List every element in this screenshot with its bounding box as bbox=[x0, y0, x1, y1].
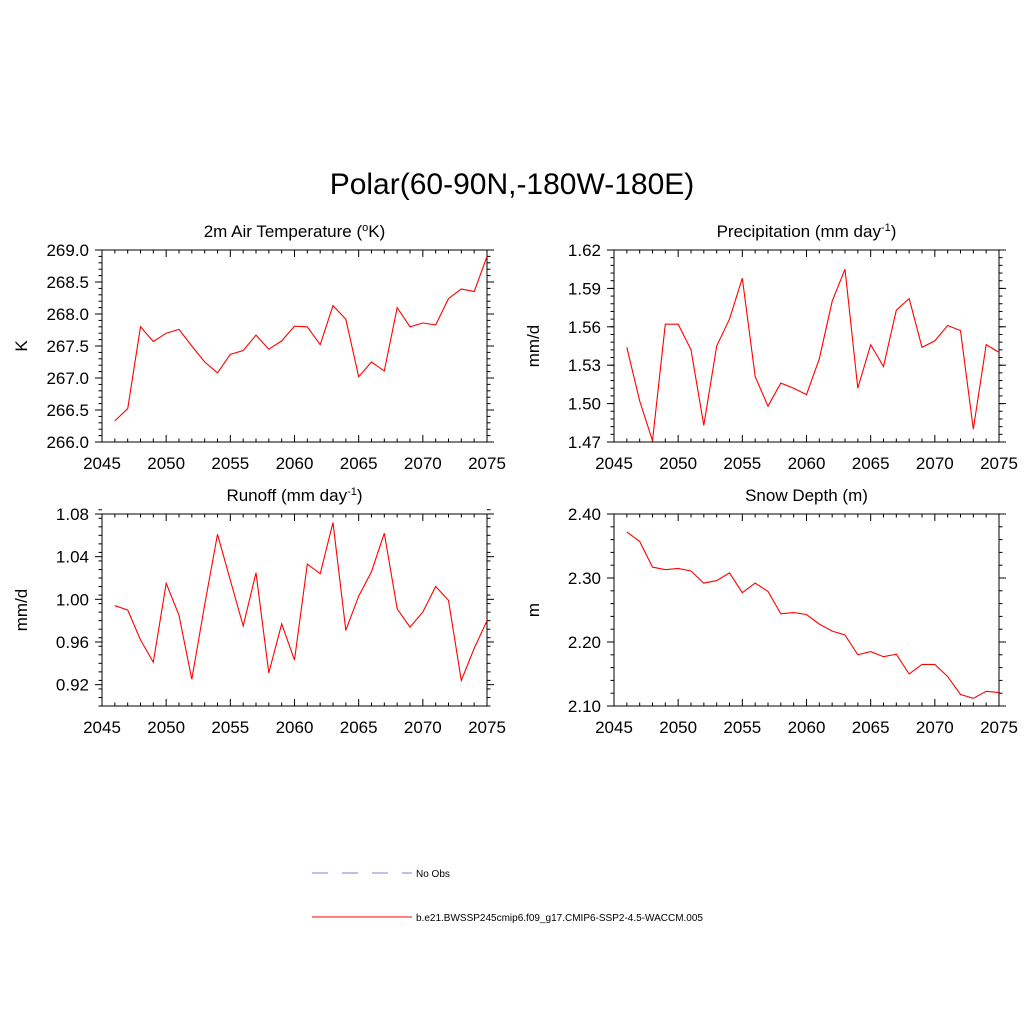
y-tick-label: 1.59 bbox=[568, 279, 601, 298]
y-tick-label: 269.0 bbox=[46, 241, 89, 260]
subplot-title-superscript: -1 bbox=[347, 486, 357, 498]
x-tick-label: 2065 bbox=[340, 454, 378, 473]
x-tick-label: 2065 bbox=[852, 718, 890, 737]
x-tick-label: 2065 bbox=[340, 718, 378, 737]
x-tick-label: 2070 bbox=[404, 454, 442, 473]
legend-label-model: b.e21.BWSSP245cmip6.f09_g17.CMIP6-SSP2-4… bbox=[416, 913, 703, 924]
chart-snow-depth: 2045 2050 2055 2060 2065 2070 2075 2.10 2.20 2.30… bbox=[524, 486, 1018, 737]
y-tick-label: 266.5 bbox=[46, 401, 89, 420]
subplot-title-superscript: -1 bbox=[881, 222, 891, 234]
y-tick-label: 0.96 bbox=[56, 633, 89, 652]
y-axis-label: mm/d bbox=[524, 325, 543, 368]
chart-temperature: 2045 2050 2055 2060 2065 2070 2075 266.0 266.5 26… bbox=[12, 222, 506, 473]
y-tick-label: 1.62 bbox=[568, 241, 601, 260]
subplot-title: 2m Air Temperature (oK) bbox=[204, 222, 386, 241]
subplot-title-suffix: ) bbox=[891, 222, 897, 241]
x-tick-label: 2070 bbox=[916, 454, 954, 473]
subplot-title-suffix: K) bbox=[368, 222, 385, 241]
y-tick-label: 268.5 bbox=[46, 273, 89, 292]
y-tick-label: 268.0 bbox=[46, 305, 89, 324]
x-tick-label: 2055 bbox=[723, 454, 761, 473]
x-tick-label: 2050 bbox=[659, 454, 697, 473]
subplot-title-superscript: o bbox=[362, 222, 368, 234]
x-tick-label: 2060 bbox=[276, 454, 314, 473]
x-tick-label: 2075 bbox=[980, 718, 1018, 737]
figure-title: Polar(60-90N,-180W-180E) bbox=[329, 168, 695, 201]
x-tick-label: 2045 bbox=[595, 454, 633, 473]
x-tick-label: 2075 bbox=[980, 454, 1018, 473]
subplot-title-text: Runoff (mm day bbox=[226, 486, 347, 505]
y-tick-label: 1.00 bbox=[56, 590, 89, 609]
x-tick-label: 2070 bbox=[916, 718, 954, 737]
subplot-title-text: Precipitation (mm day bbox=[717, 222, 882, 241]
x-tick-label: 2060 bbox=[788, 454, 826, 473]
x-tick-label: 2050 bbox=[147, 718, 185, 737]
y-tick-label: 267.0 bbox=[46, 369, 89, 388]
y-tick-label: 0.92 bbox=[56, 676, 89, 695]
y-tick-label: 1.50 bbox=[568, 395, 601, 414]
series-line-runoff bbox=[114, 522, 488, 683]
x-tick-label: 2045 bbox=[595, 718, 633, 737]
y-tick-label: 2.10 bbox=[568, 697, 601, 716]
x-tick-label: 2075 bbox=[468, 718, 506, 737]
subplot-title-text: Snow Depth (m) bbox=[745, 486, 868, 505]
x-tick-label: 2050 bbox=[147, 454, 185, 473]
series-line-snow-depth bbox=[626, 531, 1000, 699]
legend-label-no-obs: No Obs bbox=[416, 869, 450, 880]
y-tick-label: 1.08 bbox=[56, 505, 89, 524]
y-tick-label: 1.53 bbox=[568, 356, 601, 375]
subplot-title: Snow Depth (m) bbox=[745, 486, 868, 505]
x-tick-label: 2075 bbox=[468, 454, 506, 473]
subplot-title-text: 2m Air Temperature ( bbox=[204, 222, 363, 241]
subplot-title-suffix: ) bbox=[357, 486, 363, 505]
series-line-temperature bbox=[114, 256, 488, 422]
chart-runoff: 2045 2050 2055 2060 2065 2070 2075 0.92 0.96 1.00… bbox=[12, 486, 506, 737]
y-tick-label: 266.0 bbox=[46, 433, 89, 452]
y-axis-label: mm/d bbox=[12, 589, 31, 632]
x-tick-label: 2055 bbox=[723, 718, 761, 737]
y-tick-label: 1.56 bbox=[568, 318, 601, 337]
x-tick-label: 2050 bbox=[659, 718, 697, 737]
chart-precipitation: 2045 2050 2055 2060 2065 2070 2075 1.47 1.50 1.53… bbox=[524, 222, 1018, 473]
x-tick-label: 2070 bbox=[404, 718, 442, 737]
y-axis-label: K bbox=[12, 340, 31, 352]
y-tick-label: 1.04 bbox=[56, 548, 89, 567]
y-axis-label: m bbox=[524, 603, 543, 617]
x-tick-label: 2045 bbox=[83, 718, 121, 737]
subplot-title: Runoff (mm day-1) bbox=[226, 486, 362, 505]
x-tick-label: 2055 bbox=[211, 718, 249, 737]
y-tick-label: 267.5 bbox=[46, 337, 89, 356]
x-tick-label: 2055 bbox=[211, 454, 249, 473]
x-tick-label: 2065 bbox=[852, 454, 890, 473]
x-tick-label: 2060 bbox=[788, 718, 826, 737]
x-tick-label: 2045 bbox=[83, 454, 121, 473]
y-tick-label: 2.20 bbox=[568, 633, 601, 652]
y-tick-label: 2.40 bbox=[568, 505, 601, 524]
subplot-title: Precipitation (mm day-1) bbox=[717, 222, 897, 241]
x-tick-label: 2060 bbox=[276, 718, 314, 737]
y-tick-label: 1.47 bbox=[568, 433, 601, 452]
y-tick-label: 2.30 bbox=[568, 569, 601, 588]
series-line-precipitation bbox=[626, 268, 1000, 441]
